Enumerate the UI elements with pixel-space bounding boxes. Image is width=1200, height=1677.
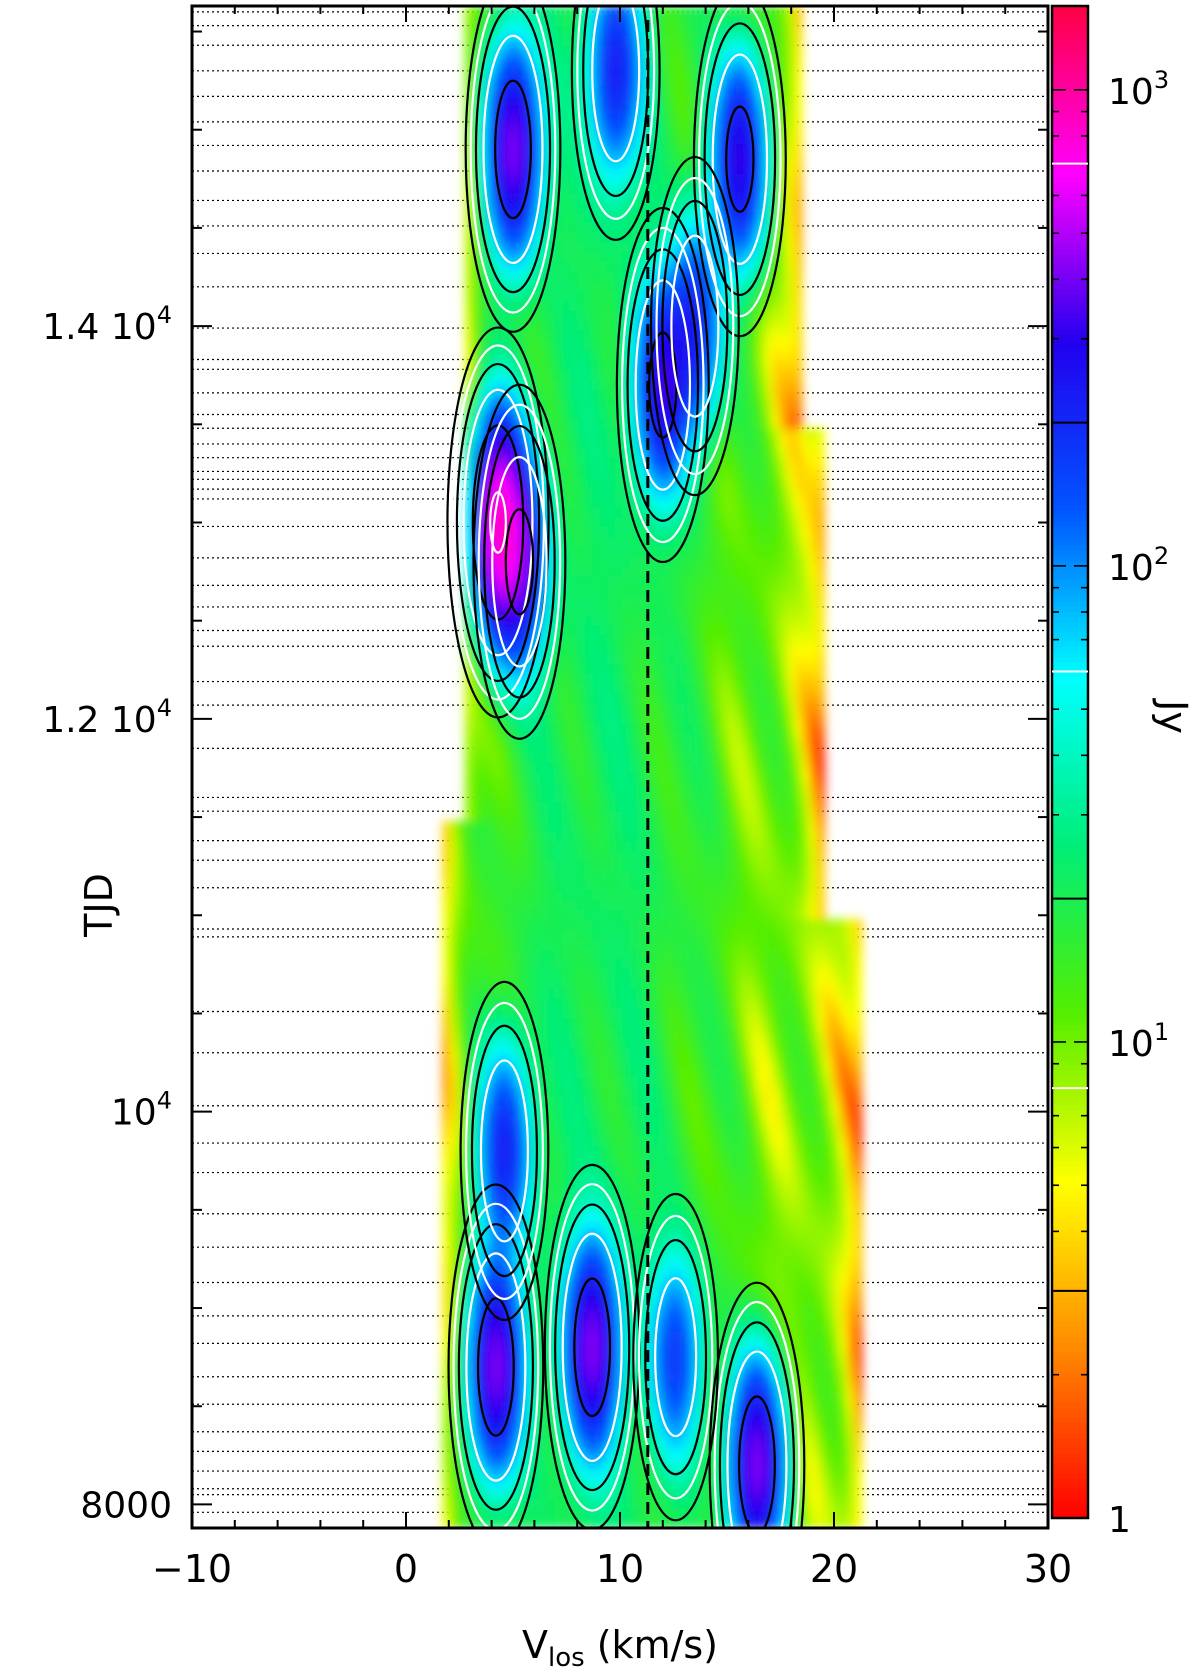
contour-ring (482, 34, 544, 265)
contour-ring (703, 22, 777, 297)
contour-ring (504, 508, 535, 616)
contour-ring (738, 1395, 776, 1528)
contour-ring (491, 456, 548, 668)
x-tick-label: 30 (1024, 1547, 1072, 1591)
x-axis: −10 0 10 20 30 (152, 6, 1072, 1591)
contour-ring (464, 6, 562, 333)
contour-ring (561, 1232, 623, 1463)
contour-ring (469, 6, 557, 314)
contour-ring (726, 1350, 788, 1528)
contour-ring (452, 1202, 540, 1528)
contour-ring (661, 199, 729, 453)
contour-ring (457, 1223, 535, 1511)
contour-ring (554, 1203, 631, 1492)
contour-ring (620, 226, 705, 544)
colorbar-tick-label: 103 (1108, 66, 1169, 113)
y-tick-label: 8000 (80, 1485, 172, 1526)
contour-ring (582, 6, 650, 198)
contour-ring (483, 424, 556, 699)
y-tick-label: 1.2 104 (42, 694, 172, 741)
contour-ring (573, 1277, 612, 1418)
contour-ring (655, 177, 735, 476)
contour-ring (649, 155, 740, 497)
x-tick-label: 10 (596, 1547, 644, 1591)
contour-ring (725, 105, 755, 213)
x-axis-label: Vlos (km/s) (522, 1623, 718, 1673)
contour-ring (472, 383, 567, 740)
emission-heatmap (442, 6, 863, 1528)
colorbar-label: Jy (1151, 698, 1195, 734)
x-tick-label: 0 (394, 1547, 418, 1591)
colorbar: 1 101 102 103 (1050, 4, 1169, 1541)
contour-ring (698, 6, 782, 318)
colorbar-tick-label: 1 (1108, 1500, 1131, 1541)
y-tick-label: 1.4 104 (42, 301, 172, 348)
contour-ring (718, 1321, 796, 1528)
contour-ring (479, 1059, 530, 1243)
colorbar-tick-label: 102 (1108, 542, 1169, 589)
y-axis-label: TJD (77, 873, 121, 938)
contour-ring (570, 6, 661, 241)
y-tick-label: 104 (111, 1087, 172, 1134)
contour-ring (632, 1192, 720, 1522)
contour-ring (470, 1024, 539, 1278)
contour-ring (462, 388, 534, 657)
contour-ring (494, 79, 532, 220)
x-tick-label: 20 (810, 1547, 858, 1591)
contour-ring (654, 1277, 698, 1438)
colorbar-tick-label: 101 (1108, 1018, 1169, 1065)
contour-ring (644, 1238, 708, 1476)
contour-ring (576, 6, 656, 220)
contour-ring (548, 1183, 636, 1512)
contour-ring (477, 403, 562, 720)
colorbar-frame (1050, 4, 1090, 1520)
contour-ring (637, 1214, 714, 1500)
contour-ring (711, 53, 769, 265)
contour-ring (464, 1001, 544, 1301)
contour-ring (455, 362, 541, 683)
contour-ring (591, 6, 641, 163)
contour-ring (459, 980, 550, 1322)
contour-ring (465, 1252, 527, 1482)
contour-ring (634, 279, 692, 491)
y-axis: 8000 104 1.2 104 1.4 104 (42, 30, 1048, 1526)
contour-ring (476, 1297, 515, 1437)
contour-ring (708, 1281, 806, 1528)
contour-ring (447, 1183, 545, 1528)
contour-ring (713, 1300, 801, 1528)
x-tick-label: −10 (152, 1547, 232, 1591)
contour-ring (670, 234, 720, 418)
